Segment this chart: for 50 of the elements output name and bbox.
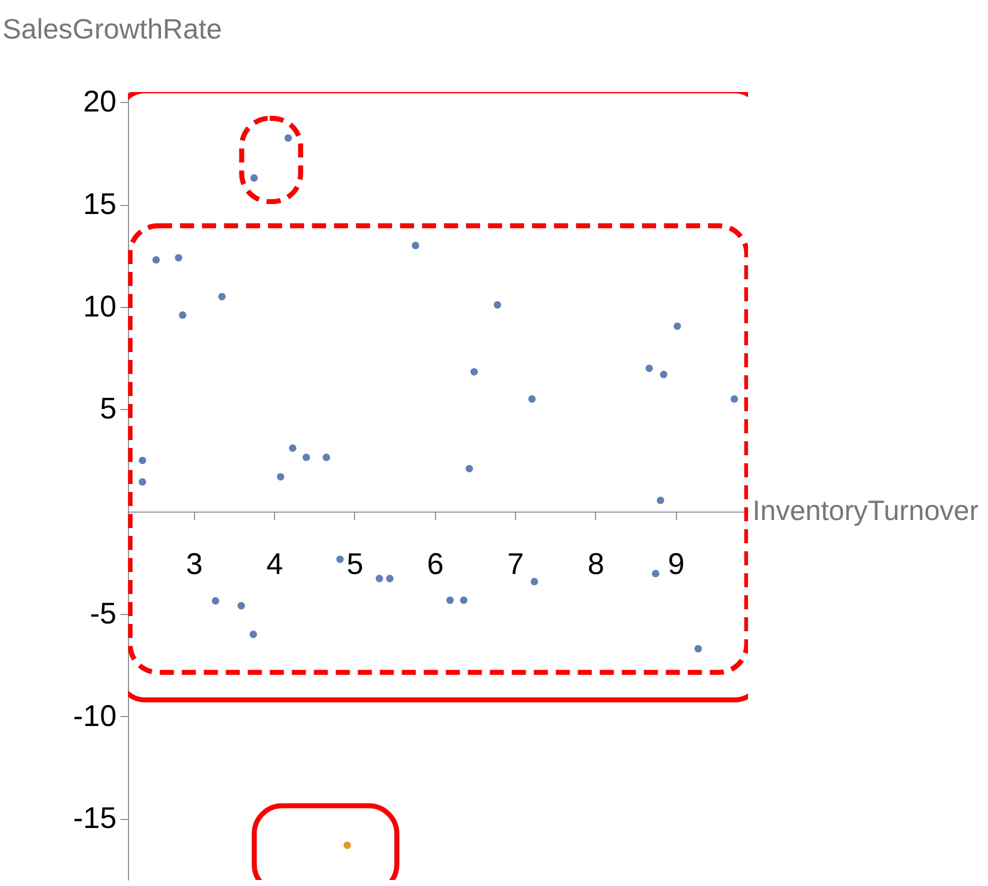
point [336,556,344,563]
point [446,596,454,604]
point [656,496,664,504]
point [646,364,653,372]
point [460,596,468,604]
point [152,256,160,264]
x-tick-label: 4 [266,548,284,582]
point [530,578,538,586]
y-tick-label: 5 [100,392,116,426]
point [250,630,257,638]
point [178,311,186,319]
x-tick-label: 6 [426,548,444,582]
y-tick-label: 15 [83,188,116,222]
point [652,570,660,578]
point [284,134,292,142]
point [470,368,478,376]
point [694,645,702,652]
y-axis-title: SalesGrowthRate [2,14,222,44]
point [174,254,182,262]
point [250,174,258,182]
point [730,395,738,403]
point [386,574,394,582]
point [412,242,420,250]
point [660,370,668,378]
point [494,301,502,309]
x-tick-label: 3 [186,548,203,582]
x-tick-label: 7 [507,548,524,582]
x-tick-label: 9 [668,548,685,582]
y-tick-label: 20 [83,86,116,119]
x-axis-title: InventoryTurnover [752,495,979,526]
point [528,395,536,403]
point [466,464,474,472]
y-tick-label: -15 [73,802,116,836]
y-tick-label: -5 [90,597,116,630]
point [288,444,296,452]
point [238,602,245,610]
point [322,454,330,462]
point [276,473,284,480]
point [138,478,146,486]
point [138,456,146,464]
point [376,574,384,582]
x-tick-label: 5 [346,548,364,582]
y-tick-label: -10 [73,700,116,733]
point [344,842,351,849]
point [674,322,682,330]
point [302,454,310,462]
point [218,292,226,300]
y-tick-label: 10 [83,290,116,324]
x-tick-label: 8 [588,548,604,582]
point [212,597,220,605]
